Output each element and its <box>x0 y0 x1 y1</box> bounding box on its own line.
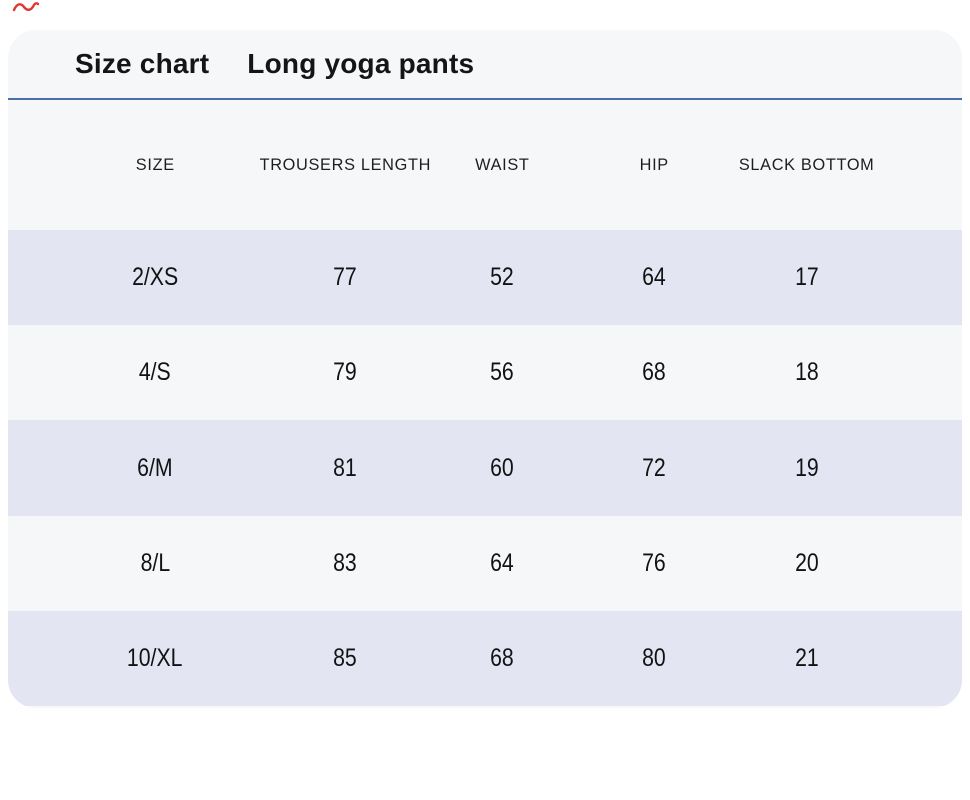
cell-value: 85 <box>333 643 357 672</box>
column-header-hip: HIP <box>616 100 692 230</box>
table-cell-trousers-length: 79 <box>302 325 388 420</box>
red-scribble-mark <box>12 2 40 12</box>
card-header: Size chart Long yoga pants <box>8 30 962 100</box>
cell-value: 8/L <box>140 548 170 577</box>
table-cell-size: 2/XS <box>8 230 302 325</box>
cell-value: 4/S <box>139 358 171 387</box>
column-header-size: SIZE <box>8 100 302 230</box>
table-cell-hip: 80 <box>616 611 692 706</box>
cell-value: 64 <box>490 548 514 577</box>
cell-value: 81 <box>333 453 357 482</box>
table-cell-trousers-length: 81 <box>302 420 388 515</box>
column-header-label: TROUSERS LENGTH <box>259 155 431 174</box>
column-header-label: SLACK BOTTOM <box>739 155 875 174</box>
column-header-trousers-length: TROUSERS LENGTH <box>259 100 430 230</box>
table-header-row: SIZE TROUSERS LENGTH WAIST HIP SLACK BOT… <box>8 100 962 230</box>
table-cell-size: 6/M <box>8 420 302 515</box>
table-cell-hip: 72 <box>616 420 692 515</box>
table-row: 8/L 83 64 76 20 <box>8 516 962 611</box>
table-cell-waist: 68 <box>388 611 616 706</box>
cell-value: 21 <box>795 643 819 672</box>
size-table: SIZE TROUSERS LENGTH WAIST HIP SLACK BOT… <box>8 100 962 707</box>
cell-value: 64 <box>642 263 666 292</box>
table-cell-trousers-length: 83 <box>302 516 388 611</box>
table-cell-waist: 60 <box>388 420 616 515</box>
table-cell-waist: 56 <box>388 325 616 420</box>
column-header-waist: WAIST <box>388 100 616 230</box>
cell-value: 10/XL <box>127 643 183 672</box>
table-cell-hip: 64 <box>616 230 692 325</box>
column-header-label: WAIST <box>474 155 530 174</box>
cell-value: 60 <box>490 453 514 482</box>
table-cell-trousers-length: 85 <box>302 611 388 706</box>
table-cell-slack-bottom: 18 <box>692 325 922 420</box>
table-cell-hip: 76 <box>616 516 692 611</box>
column-header-slack-bottom: SLACK BOTTOM <box>692 100 922 230</box>
cell-value: 56 <box>490 358 514 387</box>
table-row: 2/XS 77 52 64 17 <box>8 230 962 326</box>
table-cell-hip: 68 <box>616 325 692 420</box>
table-cell-size: 10/XL <box>8 611 302 706</box>
cell-value: 68 <box>490 643 514 672</box>
table-cell-slack-bottom: 21 <box>692 611 922 706</box>
cell-value: 19 <box>795 453 819 482</box>
table-cell-size: 4/S <box>8 325 302 420</box>
table-cell-trousers-length: 77 <box>302 230 388 325</box>
table-row: 6/M 81 60 72 19 <box>8 420 962 516</box>
table-cell-waist: 64 <box>388 516 616 611</box>
cell-value: 83 <box>333 548 357 577</box>
cell-value: 18 <box>795 358 819 387</box>
cell-value: 6/M <box>137 453 173 482</box>
cell-value: 80 <box>642 643 666 672</box>
cell-value: 2/XS <box>131 263 179 292</box>
table-cell-slack-bottom: 20 <box>692 516 922 611</box>
table-cell-slack-bottom: 17 <box>692 230 922 325</box>
table-row: 4/S 79 56 68 18 <box>8 325 962 420</box>
table-row: 10/XL 85 68 80 21 <box>8 610 962 707</box>
cell-value: 20 <box>795 548 819 577</box>
size-chart-card: Size chart Long yoga pants SIZE TROUSERS… <box>8 30 962 708</box>
cell-value: 77 <box>333 263 357 292</box>
cell-value: 72 <box>642 453 666 482</box>
cell-value: 52 <box>490 263 514 292</box>
cell-value: 79 <box>333 358 357 387</box>
cell-value: 76 <box>642 548 666 577</box>
column-header-label: HIP <box>639 155 669 174</box>
product-name: Long yoga pants <box>247 48 475 79</box>
table-cell-size: 8/L <box>8 516 302 611</box>
table-cell-slack-bottom: 19 <box>692 420 922 515</box>
column-header-label: SIZE <box>135 155 175 174</box>
table-cell-waist: 52 <box>388 230 616 325</box>
page-title: Size chart <box>75 48 210 79</box>
cell-value: 68 <box>642 358 666 387</box>
cell-value: 17 <box>795 263 819 292</box>
